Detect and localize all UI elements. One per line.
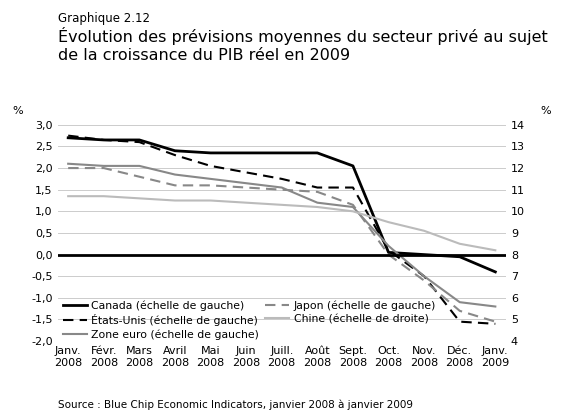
Text: %: % <box>13 106 23 116</box>
Text: Graphique 2.12: Graphique 2.12 <box>58 12 150 25</box>
Text: %: % <box>540 106 551 116</box>
Text: Évolution des prévisions moyennes du secteur privé au sujet
de la croissance du : Évolution des prévisions moyennes du sec… <box>58 27 547 63</box>
Text: Source : Blue Chip Economic Indicators, janvier 2008 à janvier 2009: Source : Blue Chip Economic Indicators, … <box>58 399 412 410</box>
Legend: Canada (échelle de gauche), États-Unis (échelle de gauche), Zone euro (échelle d: Canada (échelle de gauche), États-Unis (… <box>63 300 436 340</box>
